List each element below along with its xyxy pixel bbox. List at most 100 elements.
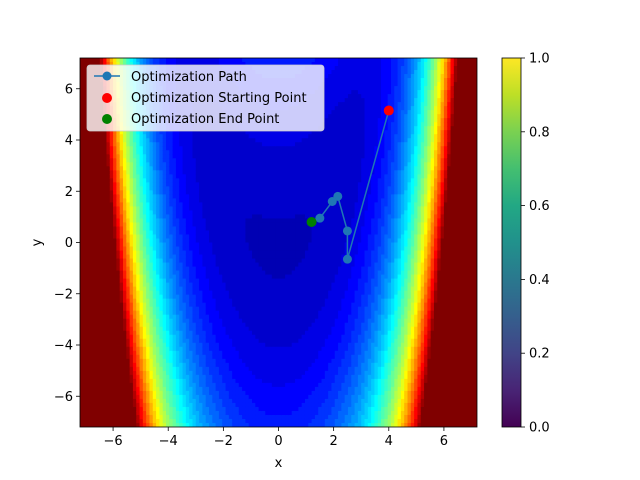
heatmap-cell <box>228 230 233 236</box>
heatmap-cell <box>205 318 210 324</box>
heatmap-cell <box>175 366 180 372</box>
heatmap-cell <box>192 154 197 159</box>
heatmap-cell <box>136 174 141 179</box>
heatmap-cell <box>159 218 164 224</box>
heatmap-cell <box>103 266 108 272</box>
heatmap-cell <box>83 62 88 67</box>
heatmap-cell <box>232 418 237 424</box>
heatmap-cell <box>232 326 237 332</box>
heatmap-cell <box>159 314 164 320</box>
heatmap-cell <box>146 222 151 228</box>
heatmap-cell <box>80 150 84 155</box>
heatmap-cell <box>169 246 174 252</box>
heatmap-cell <box>116 266 121 272</box>
heatmap-cell <box>146 238 151 244</box>
heatmap-cell <box>179 306 184 312</box>
heatmap-cell <box>103 154 108 159</box>
heatmap-cell <box>83 262 88 268</box>
heatmap-cell <box>195 418 200 424</box>
heatmap-cell <box>199 358 204 364</box>
heatmap-cell <box>182 290 187 296</box>
heatmap-cell <box>225 358 230 364</box>
heatmap-cell <box>215 422 220 427</box>
heatmap-cell <box>228 362 233 368</box>
heatmap-cell <box>212 270 217 276</box>
heatmap-cell <box>156 58 160 63</box>
heatmap-cell <box>106 186 111 191</box>
heatmap-cell <box>152 190 157 195</box>
heatmap-cell <box>80 218 84 224</box>
heatmap-cell <box>218 182 223 187</box>
heatmap-cell <box>228 270 233 276</box>
heatmap-cell <box>83 158 88 163</box>
heatmap-cell <box>195 278 200 284</box>
heatmap-cell <box>192 394 197 400</box>
heatmap-cell <box>86 406 91 412</box>
heatmap-cell <box>228 58 233 63</box>
heatmap-cell <box>116 366 121 372</box>
heatmap-cell <box>202 358 207 364</box>
heatmap-cell <box>96 270 101 276</box>
heatmap-cell <box>142 302 147 308</box>
heatmap-cell <box>152 166 157 171</box>
heatmap-cell <box>162 370 167 376</box>
heatmap-cell <box>199 130 204 135</box>
heatmap-cell <box>215 270 220 276</box>
heatmap-cell <box>132 230 137 236</box>
heatmap-cell <box>83 414 88 420</box>
heatmap-cell <box>86 62 91 67</box>
heatmap-cell <box>80 306 84 312</box>
heatmap-cell <box>80 202 84 207</box>
heatmap-cell <box>106 170 111 175</box>
heatmap-cell <box>228 370 233 376</box>
heatmap-cell <box>96 402 101 408</box>
heatmap-cell <box>235 238 240 244</box>
heatmap-cell <box>83 310 88 316</box>
heatmap-cell <box>126 382 131 388</box>
heatmap-cell <box>132 282 137 288</box>
heatmap-cell <box>209 346 213 352</box>
heatmap-cell <box>146 322 151 328</box>
heatmap-cell <box>89 198 94 203</box>
heatmap-cell <box>106 234 111 240</box>
heatmap-cell <box>156 238 160 244</box>
heatmap-cell <box>205 322 210 328</box>
heatmap-cell <box>80 158 84 163</box>
heatmap-cell <box>119 330 124 336</box>
heatmap-cell <box>175 274 180 280</box>
heatmap-cell <box>209 302 213 308</box>
heatmap-cell <box>116 390 121 396</box>
heatmap-cell <box>93 254 98 260</box>
heatmap-cell <box>192 378 197 384</box>
heatmap-cell <box>139 266 144 272</box>
heatmap-cell <box>205 394 210 400</box>
heatmap-cell <box>139 234 144 240</box>
heatmap-cell <box>232 206 237 212</box>
heatmap-cell <box>185 302 190 308</box>
heatmap-cell <box>156 282 160 288</box>
heatmap-cell <box>232 374 237 380</box>
heatmap-cell <box>209 318 213 324</box>
heatmap-cell <box>218 394 223 400</box>
heatmap-cell <box>235 154 240 159</box>
heatmap-cell <box>106 374 111 380</box>
heatmap-cell <box>113 146 117 151</box>
heatmap-cell <box>175 222 180 228</box>
heatmap-cell <box>192 294 197 300</box>
heatmap-cell <box>218 362 223 368</box>
heatmap-cell <box>113 234 117 240</box>
heatmap-cell <box>235 214 240 220</box>
heatmap-cell <box>175 322 180 328</box>
heatmap-cell <box>93 202 98 207</box>
heatmap-cell <box>96 190 101 195</box>
heatmap-cell <box>162 250 167 256</box>
heatmap-cell <box>149 306 154 312</box>
heatmap-cell <box>169 398 174 404</box>
heatmap-cell <box>172 338 177 344</box>
heatmap-cell <box>93 414 98 420</box>
heatmap-cell <box>232 174 237 179</box>
heatmap-cell <box>175 214 180 220</box>
heatmap-cell <box>103 270 108 276</box>
heatmap-cell <box>99 178 104 183</box>
heatmap-cell <box>156 150 160 155</box>
